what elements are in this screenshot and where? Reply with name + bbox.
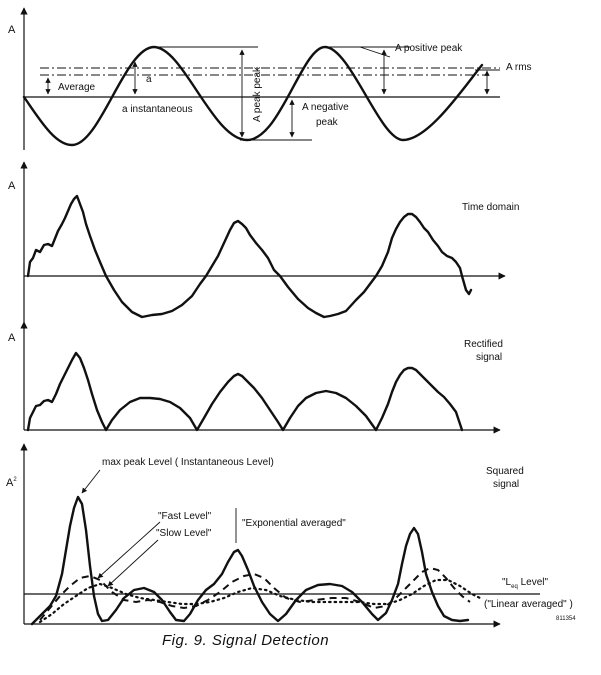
exponential-label: "Exponential averaged"	[242, 518, 346, 529]
slow-level-arrow	[107, 539, 159, 587]
squared-title-2: signal	[493, 479, 519, 490]
panel3-axis-label: A	[8, 332, 16, 344]
panel-rectified: A Rectified signal	[8, 321, 503, 434]
a-negative-label: A negative	[302, 102, 349, 113]
panel-squared: A2 Squared signal max peak Level ( Insta…	[6, 443, 576, 628]
rectified-title-1: Rectified	[464, 339, 503, 350]
a-rms-label: A rms	[506, 62, 532, 73]
figure-code: 811354	[556, 616, 576, 622]
linear-averaged-label: ("Linear averaged" )	[484, 599, 573, 610]
time-domain-signal	[26, 194, 473, 319]
rectified-signal	[26, 351, 464, 432]
max-peak-arrow	[81, 469, 101, 494]
fast-level-arrow	[97, 521, 161, 579]
slow-level-label: "Slow Level"	[156, 528, 212, 539]
fast-level-label: "Fast Level"	[158, 511, 212, 522]
panel-time-domain: A Time domain	[8, 161, 519, 322]
squared-title-1: Squared	[486, 466, 524, 477]
panel4-axis-label: A2	[6, 477, 17, 489]
a-small-label: a	[146, 74, 152, 85]
leq-level-label: "Leq Level"	[502, 577, 548, 590]
panel1-axis-label: A	[8, 24, 16, 36]
a-peak-peak-label: A peak peak	[252, 66, 263, 122]
peak-label: peak	[316, 117, 339, 128]
a-positive-peak-label: A positive peak	[395, 43, 463, 54]
rectified-title-2: signal	[476, 352, 502, 363]
squared-signal	[30, 495, 470, 626]
figure-caption: Fig. 9. Signal Detection	[162, 632, 329, 649]
positive-peak-leader	[359, 46, 391, 58]
a-instantaneous-label: a instantaneous	[122, 104, 193, 115]
panel2-axis-label: A	[8, 180, 16, 192]
max-peak-label: max peak Level ( Instantaneous Level)	[102, 457, 274, 468]
time-domain-title: Time domain	[462, 202, 519, 213]
average-label: Average	[58, 82, 96, 93]
panel-sine-levels: A Average a a instantaneous A peak peak …	[8, 7, 532, 150]
slow-level-curve	[38, 578, 482, 624]
